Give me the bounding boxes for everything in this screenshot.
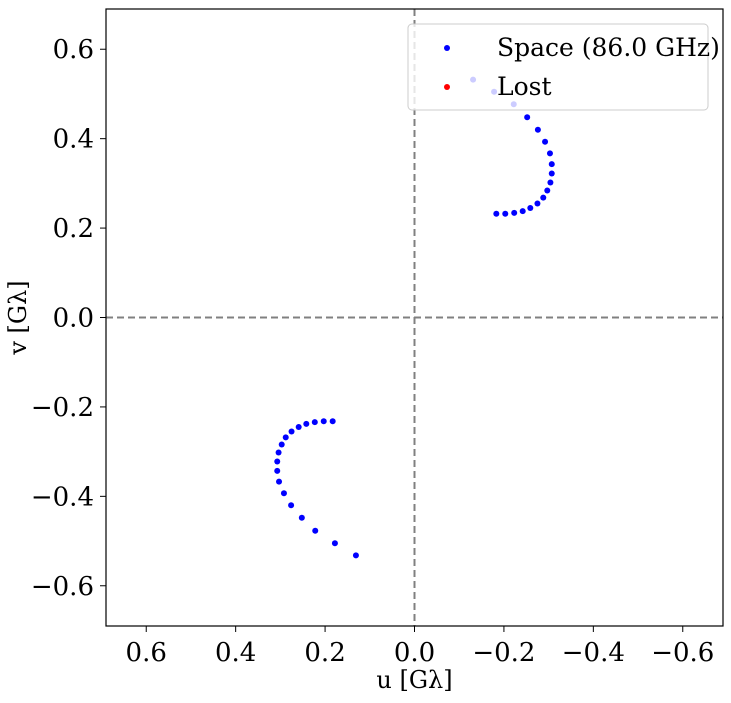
x-tick-label: 0.4 bbox=[215, 638, 256, 668]
y-axis-label: v [Gλ] bbox=[4, 280, 32, 355]
data-point bbox=[282, 434, 289, 441]
y-tick-label: −0.2 bbox=[31, 393, 94, 423]
legend: Space (86.0 GHz) Lost bbox=[407, 23, 720, 111]
data-point bbox=[548, 170, 555, 177]
x-tick-label: 0.0 bbox=[394, 638, 435, 668]
data-point bbox=[511, 209, 518, 216]
data-point bbox=[320, 418, 327, 425]
data-point bbox=[288, 428, 295, 435]
x-tick-label: −0.6 bbox=[651, 638, 714, 668]
legend-label: Lost bbox=[497, 72, 552, 101]
data-point bbox=[352, 552, 359, 559]
x-tick-label: −0.2 bbox=[472, 638, 535, 668]
data-point bbox=[502, 210, 509, 217]
y-tick-label: 0.0 bbox=[53, 304, 94, 334]
data-point bbox=[298, 514, 305, 521]
data-point bbox=[527, 204, 534, 211]
data-point bbox=[534, 126, 541, 133]
data-point bbox=[274, 467, 281, 474]
legend-marker bbox=[444, 45, 450, 51]
data-point bbox=[275, 449, 282, 456]
data-point bbox=[278, 441, 285, 448]
legend-marker bbox=[444, 84, 450, 90]
y-tick-label: 0.2 bbox=[53, 214, 94, 244]
data-point bbox=[542, 138, 549, 145]
x-axis-label: u [Gλ] bbox=[376, 666, 452, 694]
y-tick-label: 0.4 bbox=[53, 125, 94, 155]
legend-label: Space (86.0 GHz) bbox=[497, 33, 720, 62]
data-point bbox=[329, 418, 336, 425]
data-point bbox=[540, 194, 547, 201]
data-point bbox=[331, 540, 338, 547]
data-point bbox=[288, 502, 295, 509]
data-point bbox=[311, 419, 318, 426]
data-point bbox=[546, 150, 553, 157]
data-point bbox=[547, 179, 554, 186]
data-point bbox=[544, 187, 551, 194]
data-point bbox=[548, 161, 555, 168]
data-point bbox=[303, 420, 310, 427]
x-tick-label: 0.6 bbox=[126, 638, 167, 668]
data-point bbox=[519, 208, 526, 215]
legend-box bbox=[407, 23, 709, 111]
data-point bbox=[295, 424, 302, 431]
data-point bbox=[312, 527, 319, 534]
data-point bbox=[524, 114, 531, 121]
data-point bbox=[276, 478, 283, 485]
x-tick-label: 0.2 bbox=[304, 638, 345, 668]
y-tick-label: −0.6 bbox=[31, 572, 94, 602]
x-tick-label: −0.4 bbox=[562, 638, 625, 668]
data-point bbox=[534, 200, 541, 207]
y-tick-label: 0.6 bbox=[53, 35, 94, 65]
data-point bbox=[274, 458, 281, 465]
data-point bbox=[493, 210, 500, 217]
y-tick-label: −0.4 bbox=[31, 482, 94, 512]
data-point bbox=[280, 490, 287, 497]
